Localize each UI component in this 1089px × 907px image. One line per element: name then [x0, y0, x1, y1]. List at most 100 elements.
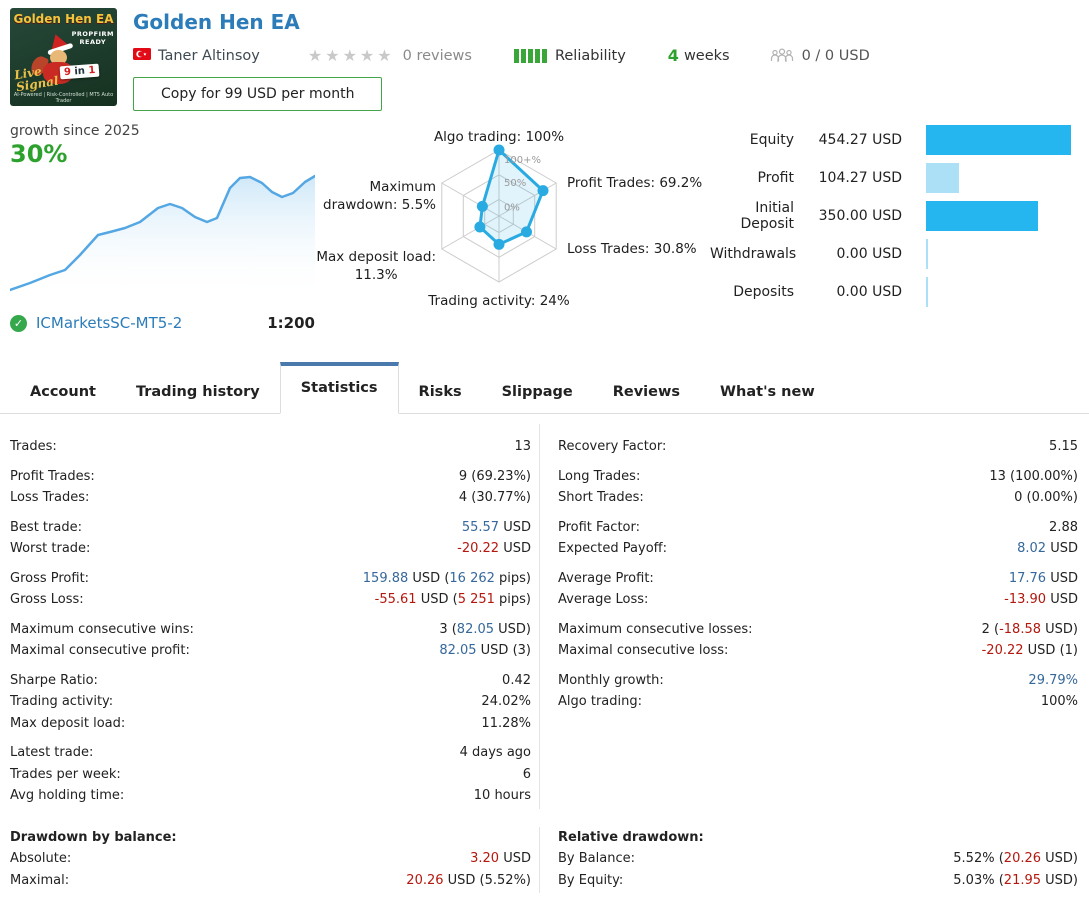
- stat-label: Absolute:: [10, 851, 72, 867]
- balance-summary-panel: Equity 454.27 USD Profit 104.27 USD Initial …: [710, 123, 1079, 332]
- header-meta-row: Taner Altinsoy ★★★★★ 0 reviews Reliabili…: [133, 46, 870, 65]
- stat-label: Maximum consecutive wins:: [10, 621, 194, 637]
- svg-text:100+%: 100+%: [504, 155, 541, 166]
- stat-label: Loss Trades:: [10, 490, 90, 506]
- stat-row: Recovery Factor: 5.15: [558, 436, 1078, 458]
- radar-label-algo-trading: Algo trading: 100%: [433, 129, 565, 145]
- tab-account[interactable]: Account: [30, 384, 96, 400]
- stat-group: Long Trades: 13 (100.00%) Short Trades: 0 (…: [558, 466, 1078, 509]
- logo-footer-text: AI-Powered | Risk-Controlled | MT5 Auto …: [13, 92, 114, 104]
- summary-row: Deposits 0.00 USD: [710, 277, 1079, 307]
- stat-label: Avg holding time:: [10, 788, 125, 804]
- stat-value: 8.02 USD: [1017, 541, 1078, 557]
- stat-value: 5.03% (21.95 USD): [953, 872, 1078, 888]
- copy-signal-button[interactable]: Copy for 99 USD per month: [133, 77, 383, 111]
- stat-value: 6: [522, 766, 531, 782]
- reviews-link[interactable]: 0 reviews: [402, 47, 472, 64]
- subscribers-count: 0 / 0 USD: [801, 47, 870, 64]
- stat-group: Latest trade: 4 days ago Trades per week: 6…: [10, 742, 531, 807]
- summary-value: 0.00 USD: [836, 246, 902, 262]
- stat-label: Relative drawdown:: [558, 829, 704, 845]
- stat-label: Average Loss:: [558, 592, 649, 608]
- summary-value: 454.27 USD: [818, 132, 902, 148]
- radar-label-trading-activity: Trading activity: 24%: [428, 293, 570, 309]
- reliability-bars-icon: [513, 48, 547, 63]
- stat-label: Expected Payoff:: [558, 541, 667, 557]
- stat-group: Trades: 13: [10, 436, 531, 458]
- stat-value: -13.90 USD: [1004, 592, 1078, 608]
- summary-bar: [926, 277, 928, 307]
- summary-label: Equity: [749, 132, 794, 148]
- stat-label: Profit Factor:: [558, 519, 640, 535]
- account-link[interactable]: ICMarketsSC-MT5-2: [36, 314, 183, 332]
- tab-reviews[interactable]: Reviews: [612, 384, 681, 400]
- radar-label-max-deposit-load: Max deposit load: 11.3%: [316, 249, 436, 283]
- stat-label: Trades:: [10, 439, 57, 455]
- stat-row: Loss Trades: 4 (30.77%): [10, 487, 531, 509]
- radar-panel: 100+% 50% 0% Algo trading: 100% Profit Tra…: [316, 123, 710, 323]
- stat-row: Monthly growth: 29.79%: [558, 670, 1078, 692]
- tab-trading-history[interactable]: Trading history: [135, 384, 260, 400]
- stat-group: Drawdown by balance: Absolute: 3.20 USD Max…: [10, 827, 531, 892]
- logo-title: Golden Hen EA: [13, 12, 114, 26]
- radar-label-profit-trades: Profit Trades: 69.2%: [567, 175, 703, 191]
- summary-bar-track: [926, 239, 1071, 269]
- stat-label: Average Profit:: [558, 570, 654, 586]
- summary-row: Initial Deposit 350.00 USD: [710, 200, 1079, 232]
- stat-label: Best trade:: [10, 519, 82, 535]
- stat-value: -55.61 USD (5 251 pips): [374, 592, 531, 608]
- stat-label: Gross Loss:: [10, 592, 84, 608]
- weeks-value: 4: [667, 46, 679, 65]
- summary-value: 0.00 USD: [836, 284, 902, 300]
- radar-label-max-drawdown: Maximum drawdown: 5.5%: [323, 179, 436, 213]
- summary-bar-track: [926, 163, 1071, 193]
- stat-value: 0.42: [502, 672, 531, 688]
- logo-9in1-badge: 9 in 1: [59, 63, 100, 80]
- statistics-table: Trades: 13 Profit Trades: 9 (69.23%) Loss Tr…: [0, 424, 1089, 907]
- tab-risks[interactable]: Risks: [418, 384, 462, 400]
- stat-label: Monthly growth:: [558, 672, 664, 688]
- radar-chart: 100+% 50% 0%: [441, 144, 557, 283]
- stats-drawdown-balance-section: Drawdown by balance: Absolute: 3.20 USD Max…: [0, 826, 540, 893]
- stat-value: -20.22 USD (1): [981, 643, 1078, 659]
- stat-row: Algo trading: 100%: [558, 691, 1078, 713]
- author-link[interactable]: Taner Altinsoy: [158, 47, 260, 64]
- summary-bar: [926, 201, 1038, 231]
- stat-value: 9 (69.23%): [458, 468, 531, 484]
- summary-bar-track: [926, 125, 1071, 155]
- stat-label: By Equity:: [558, 872, 624, 888]
- summary-row: Withdrawals 0.00 USD: [710, 239, 1079, 269]
- stat-group: Sharpe Ratio: 0.42 Trading activity: 24.02%…: [10, 670, 531, 735]
- weeks-label: weeks: [683, 47, 730, 64]
- rating-stars-icon: ★★★★★: [307, 46, 395, 65]
- stats-relative-drawdown-section: Relative drawdown: By Balance: 5.52% (20.2…: [540, 827, 1089, 894]
- stat-label: Profit Trades:: [10, 468, 95, 484]
- stat-group: Profit Trades: 9 (69.23%) Loss Trades: 4 (3…: [10, 466, 531, 509]
- tab-slippage[interactable]: Slippage: [501, 384, 573, 400]
- svg-text:0%: 0%: [504, 203, 520, 214]
- overview-section: growth since 2025 30% ✓ ICMarketsSC-MT5-…: [0, 111, 1089, 332]
- stat-row: Relative drawdown:: [558, 827, 1078, 849]
- growth-panel: growth since 2025 30% ✓ ICMarketsSC-MT5-…: [10, 123, 330, 332]
- stat-row: Worst trade: -20.22 USD: [10, 538, 531, 560]
- summary-label: Withdrawals: [710, 246, 797, 262]
- stat-label: Long Trades:: [558, 468, 641, 484]
- stat-label: Trades per week:: [10, 766, 121, 782]
- stat-row: Maximal consecutive profit: 82.05 USD (3): [10, 640, 531, 662]
- summary-label: Deposits: [733, 284, 794, 300]
- stat-row: Sharpe Ratio: 0.42: [10, 670, 531, 692]
- stat-row: By Equity: 5.03% (21.95 USD): [558, 870, 1078, 892]
- stat-label: Trading activity:: [10, 694, 114, 710]
- stat-row: Gross Profit: 159.88 USD (16 262 pips): [10, 568, 531, 590]
- account-row: ✓ ICMarketsSC-MT5-2 1:200: [10, 314, 315, 332]
- header-main: Golden Hen EA Taner Altinsoy ★★★★★ 0 rev…: [133, 8, 870, 111]
- stat-value: 2.88: [1049, 519, 1078, 535]
- tab-what-s-new[interactable]: What's new: [720, 384, 815, 400]
- stat-group: Gross Profit: 159.88 USD (16 262 pips) Gro…: [10, 568, 531, 611]
- stat-label: Gross Profit:: [10, 570, 90, 586]
- tab-statistics[interactable]: Statistics: [279, 362, 399, 414]
- stat-row: Profit Trades: 9 (69.23%): [10, 466, 531, 488]
- summary-label: Initial Deposit: [740, 200, 794, 232]
- stat-value: 29.79%: [1028, 672, 1078, 688]
- stat-row: Max deposit load: 11.28%: [10, 713, 531, 735]
